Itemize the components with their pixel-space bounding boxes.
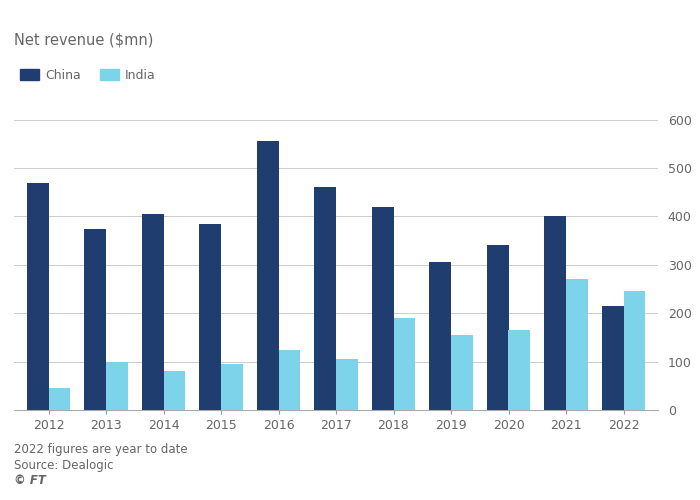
Bar	[393, 318, 415, 410]
Bar	[141, 214, 164, 410]
Bar	[27, 182, 48, 410]
Bar	[314, 188, 336, 410]
Text: Net revenue ($mn): Net revenue ($mn)	[14, 32, 153, 48]
Bar	[372, 207, 393, 410]
Bar	[84, 228, 106, 410]
Bar	[602, 306, 624, 410]
Bar	[199, 224, 221, 410]
Bar	[279, 350, 300, 410]
Text: 2022 figures are year to date: 2022 figures are year to date	[14, 442, 188, 456]
Bar	[336, 359, 358, 410]
Bar	[106, 362, 128, 410]
Bar	[221, 364, 243, 410]
Bar	[486, 246, 508, 410]
Bar	[257, 142, 279, 410]
Bar	[566, 280, 588, 410]
Bar	[544, 216, 566, 410]
Bar	[429, 262, 451, 410]
Text: © FT: © FT	[14, 474, 46, 487]
Bar	[508, 330, 531, 410]
Bar	[624, 292, 645, 410]
Text: Source: Dealogic: Source: Dealogic	[14, 458, 113, 471]
Bar	[451, 335, 473, 410]
Bar	[164, 372, 186, 410]
Legend: China, India: China, India	[20, 68, 155, 82]
Bar	[48, 388, 70, 410]
